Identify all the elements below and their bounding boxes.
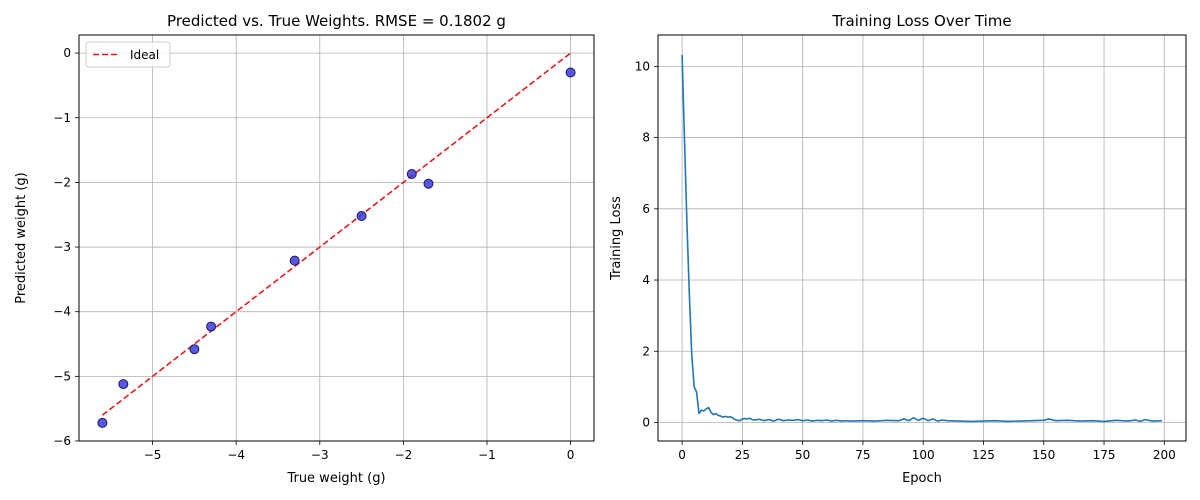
chart-title: Training Loss Over Time — [831, 12, 1011, 30]
x-tick-label: 75 — [855, 448, 870, 462]
y-tick-label: 0 — [63, 46, 71, 60]
y-tick-label: −6 — [53, 434, 71, 448]
y-tick-label: −2 — [53, 175, 71, 189]
y-tick-label: 0 — [642, 415, 650, 429]
data-point — [565, 67, 576, 78]
x-tick-label: 0 — [678, 448, 686, 462]
x-tick-label: −2 — [395, 448, 413, 462]
y-tick-label: 10 — [635, 59, 650, 73]
x-tick-label: −4 — [227, 448, 245, 462]
x-tick-label: 50 — [795, 448, 810, 462]
x-tick-label: −1 — [478, 448, 496, 462]
data-point — [189, 344, 200, 355]
loss-line — [681, 54, 1162, 423]
y-tick-label: 2 — [642, 344, 650, 358]
y-axis-label: Predicted weight (g) — [14, 172, 29, 304]
legend: Ideal — [85, 41, 171, 68]
x-tick-label: −5 — [144, 448, 162, 462]
y-tick-label: −3 — [53, 240, 71, 254]
data-point — [118, 379, 129, 390]
y-tick-label: −4 — [53, 305, 71, 319]
x-tick-label: 150 — [1032, 448, 1055, 462]
y-tick-label: 4 — [642, 273, 650, 287]
x-tick-label: 125 — [972, 448, 995, 462]
data-point — [206, 321, 217, 332]
data-point — [406, 168, 417, 179]
legend-label: Ideal — [130, 48, 159, 62]
grid — [79, 35, 594, 442]
y-axis-label: Training Loss — [609, 196, 624, 281]
loss-chart: 0 25 50 75 100 125 150 175 200 0 2 4 6 8 10 Training Lo… — [609, 12, 1187, 486]
plot-area — [97, 52, 576, 428]
x-tick-label: 0 — [567, 448, 575, 462]
chart-title: Predicted vs. True Weights. RMSE = 0.180… — [167, 12, 506, 30]
plot-area — [681, 54, 1162, 423]
y-tick-label: 6 — [642, 202, 650, 216]
x-tick-label: −3 — [311, 448, 329, 462]
scatter-chart: −5 −4 −3 −2 −1 0 −6 −5 −4 −3 −2 −1 0 Predicted vs. Tr… — [14, 12, 595, 486]
x-axis-label: Epoch — [902, 471, 942, 486]
x-tick-label: 175 — [1093, 448, 1116, 462]
y-tick-label: 8 — [642, 131, 650, 145]
data-point — [97, 417, 108, 428]
y-tick-label: −1 — [53, 111, 71, 125]
axes-frame — [78, 34, 595, 442]
axes-frame — [657, 34, 1187, 442]
data-point — [423, 178, 434, 189]
x-tick-label: 200 — [1153, 448, 1176, 462]
x-tick-label: 100 — [912, 448, 935, 462]
legend-box — [85, 41, 171, 68]
data-point — [356, 211, 367, 222]
data-point — [289, 255, 300, 266]
x-tick-label: 25 — [735, 448, 750, 462]
ideal-line — [101, 52, 572, 416]
y-tick-label: −5 — [53, 369, 71, 383]
grid — [658, 35, 1186, 441]
x-axis-label: True weight (g) — [286, 471, 385, 486]
